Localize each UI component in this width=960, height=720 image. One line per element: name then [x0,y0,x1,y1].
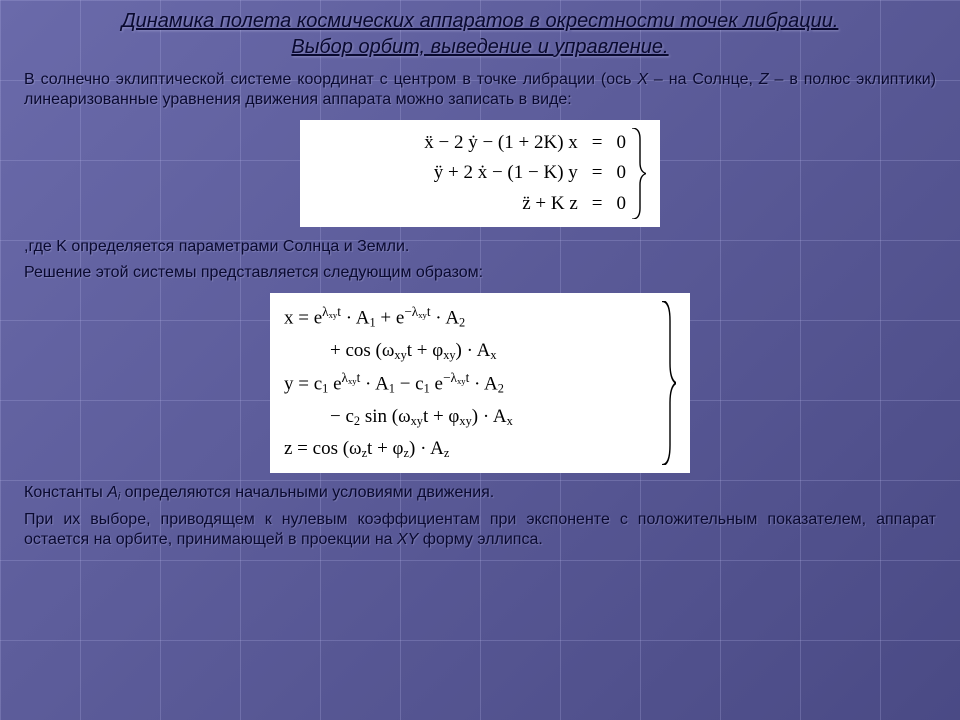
solution-intro-paragraph: Решение этой системы представляется след… [24,263,936,283]
var-z: Z [759,71,769,88]
eq1-row-1: ẍ − 2 ẏ − (1 + 2K) x = 0 [314,128,626,158]
ellipse-paragraph: При их выборе, приводящем к нулевым коэф… [24,510,936,550]
intro-text-b: – на Солнце, [648,71,759,88]
eq1-r2-lhs: ÿ + 2 ẋ − (1 − K) y [314,158,578,188]
intro-paragraph: В солнечно эклиптической системе координ… [24,70,936,110]
k-param-paragraph: ,где K определяется параметрами Солнца и… [24,237,936,257]
var-xy: XY [397,531,418,548]
eq1-row-2: ÿ + 2 ẋ − (1 − K) y = 0 [314,158,626,188]
eq2-rows: x = eλxyt · A1 + e−λxyt · A2 + cos (ωxyt… [284,301,676,465]
brace-icon [660,301,676,465]
eq2-row-3: y = c1 eλxyt · A1 − c1 e−λxyt · A2 [284,367,654,401]
equation-system-1: ẍ − 2 ẏ − (1 + 2K) x = 0 ÿ + 2 ẋ − (1 − … [300,120,660,227]
eq2-row-4: − c2 sin (ωxyt + φxy) · Ax [284,401,654,433]
eq2-row-5: z = cos (ωzt + φz) · Az [284,433,654,465]
eq2-row-2: + cos (ωxyt + φxy) · Ax [284,335,654,367]
para4-b: определяются начальными условиями движен… [120,484,494,501]
equation-solution: x = eλxyt · A1 + e−λxyt · A2 + cos (ωxyt… [270,293,690,473]
eq1-r1-rhs: 0 [617,128,627,158]
title-line-2: Выбор орбит, выведение и управление. [291,36,668,58]
constants-paragraph: Константы Ai определяются начальными усл… [24,483,936,504]
brace-icon [630,128,646,219]
eq1-rows: ẍ − 2 ẏ − (1 + 2K) x = 0 ÿ + 2 ẋ − (1 − … [314,128,646,219]
slide-content: Динамика полета космических аппаратов в … [0,0,960,572]
eq1-r1-lhs: ẍ − 2 ẏ − (1 + 2K) x [314,128,578,158]
eq1-r3-lhs: z̈ + K z [314,189,578,219]
eq1-r3-rhs: 0 [617,189,627,219]
title-line-1: Динамика полета космических аппаратов в … [122,10,839,32]
eq1-r3-eq: = [592,189,603,219]
para5-b: форму эллипса. [418,531,542,548]
eq1-r1-eq: = [592,128,603,158]
para4-a: Константы [24,484,107,501]
intro-text-a: В солнечно эклиптической системе координ… [24,71,637,88]
var-x: X [637,71,648,88]
eq1-row-3: z̈ + K z = 0 [314,189,626,219]
var-A: A [107,484,118,501]
slide-title: Динамика полета космических аппаратов в … [24,8,936,60]
eq2-row-1: x = eλxyt · A1 + e−λxyt · A2 [284,301,654,335]
eq1-r2-eq: = [592,158,603,188]
eq1-r2-rhs: 0 [617,158,627,188]
